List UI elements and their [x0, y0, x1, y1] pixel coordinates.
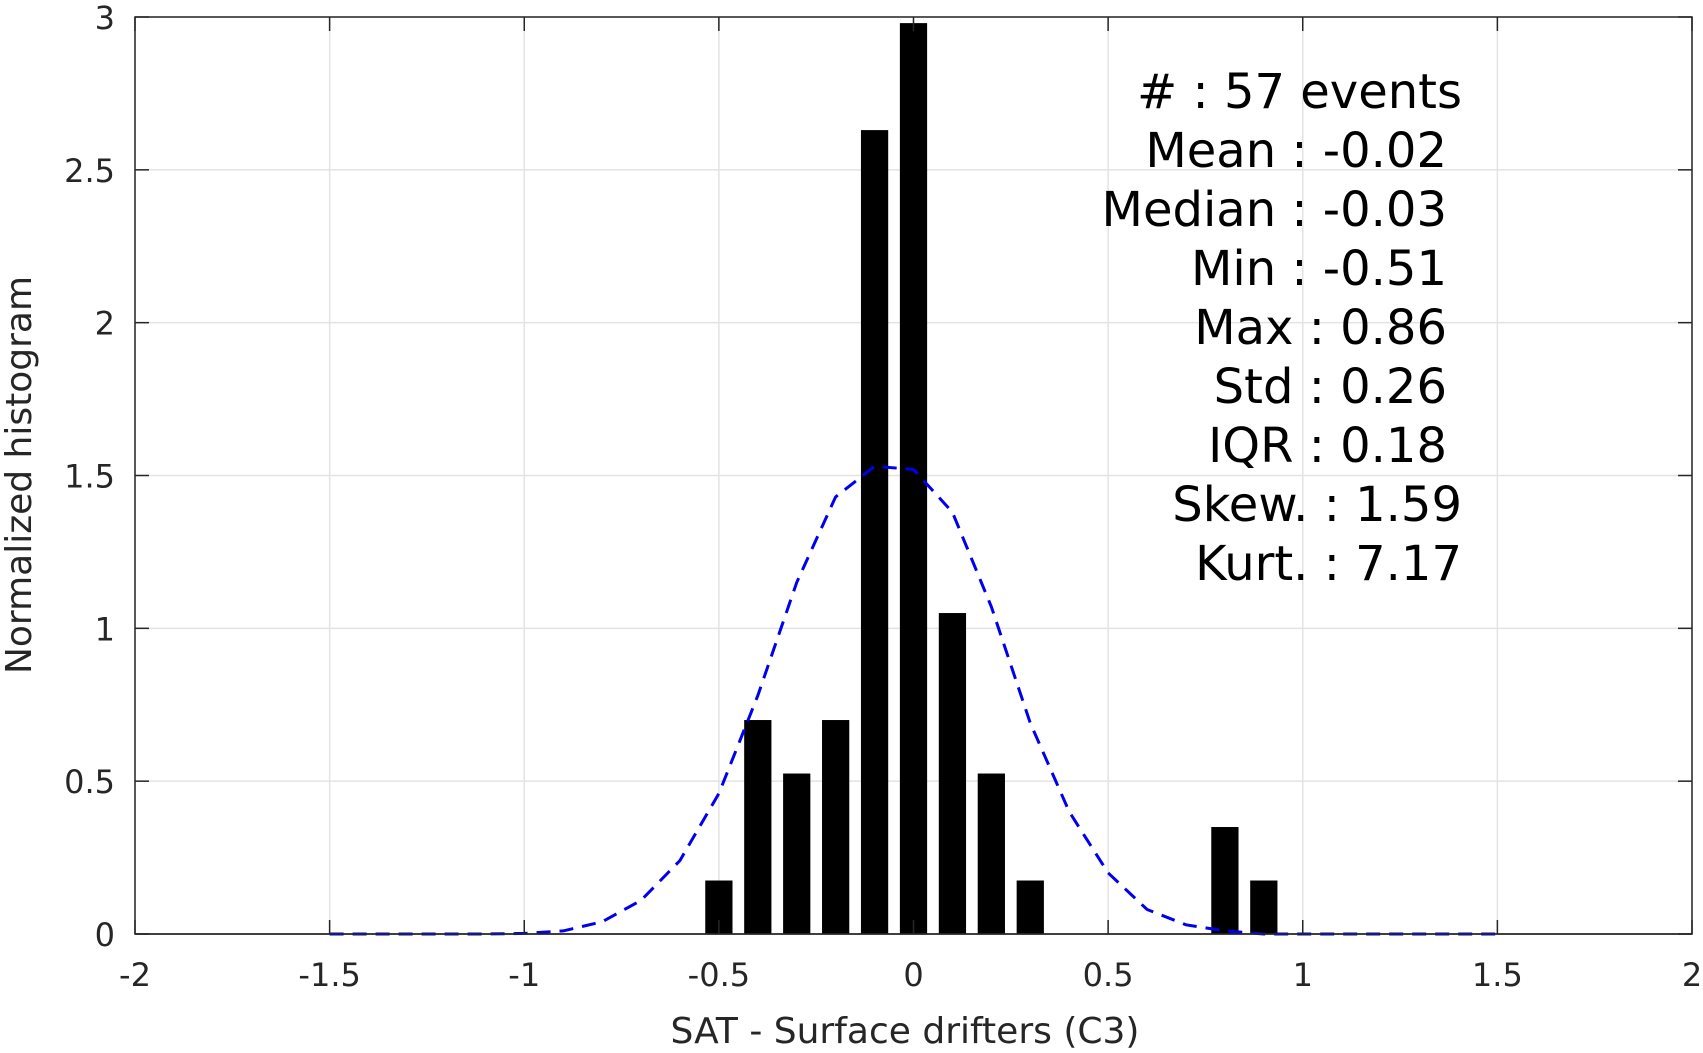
- axes-frame: [134, 16, 1693, 935]
- x-tick-label: -0.5: [688, 956, 750, 994]
- histogram-bar: [1211, 827, 1239, 934]
- x-tick-label: 0.5: [1083, 956, 1134, 994]
- stat-line: Mean : -0.02: [1145, 123, 1447, 179]
- histogram-bar: [938, 613, 967, 934]
- y-tick-label: 1.5: [64, 458, 115, 496]
- histogram-bar: [783, 773, 811, 934]
- stat-line: # : 57 events: [1137, 64, 1462, 120]
- x-tick-label: -1: [508, 956, 540, 994]
- x-tick-label: 0: [903, 956, 923, 994]
- histogram-bar: [1016, 880, 1044, 934]
- x-tick-label: 2: [1682, 956, 1702, 994]
- y-axis-label: Normalized histogram: [0, 276, 40, 674]
- x-tick-label: 1.5: [1472, 956, 1523, 994]
- histogram-bar: [977, 773, 1005, 934]
- y-tick-label: 3: [95, 0, 115, 37]
- stat-line: Max : 0.86: [1194, 300, 1447, 356]
- x-tick-label: -1.5: [298, 956, 360, 994]
- stat-line: Skew. : 1.59: [1172, 477, 1462, 533]
- x-tick-label: 1: [1293, 956, 1313, 994]
- y-tick-label: 1: [95, 610, 115, 648]
- y-tick-label: 0.5: [64, 763, 115, 801]
- x-axis-label: SAT - Surface drifters (C3): [671, 1011, 1140, 1052]
- histogram-bars: [705, 23, 1278, 934]
- stat-line: Kurt. : 7.17: [1195, 536, 1462, 592]
- stat-line: IQR : 0.18: [1208, 418, 1447, 474]
- y-tick-label: 2: [95, 305, 115, 343]
- stat-line: Median : -0.03: [1102, 182, 1447, 238]
- x-tick-label: -2: [119, 956, 151, 994]
- stat-line: Std : 0.26: [1214, 359, 1447, 415]
- histogram-bar: [899, 23, 928, 934]
- histogram-bar: [822, 720, 850, 934]
- histogram-bar: [860, 130, 889, 934]
- x-tick-labels: -2 -1.5 -1 -0.5 0 0.5 1 1.5 2: [119, 956, 1702, 994]
- y-tick-labels: 0 0.5 1 1.5 2 2.5 3: [64, 0, 115, 954]
- y-tick-label: 2.5: [64, 152, 115, 190]
- histogram-bar: [744, 720, 772, 934]
- stat-line: Min : -0.51: [1191, 241, 1447, 297]
- y-tick-label: 0: [95, 916, 115, 954]
- histogram-bar: [1250, 880, 1278, 934]
